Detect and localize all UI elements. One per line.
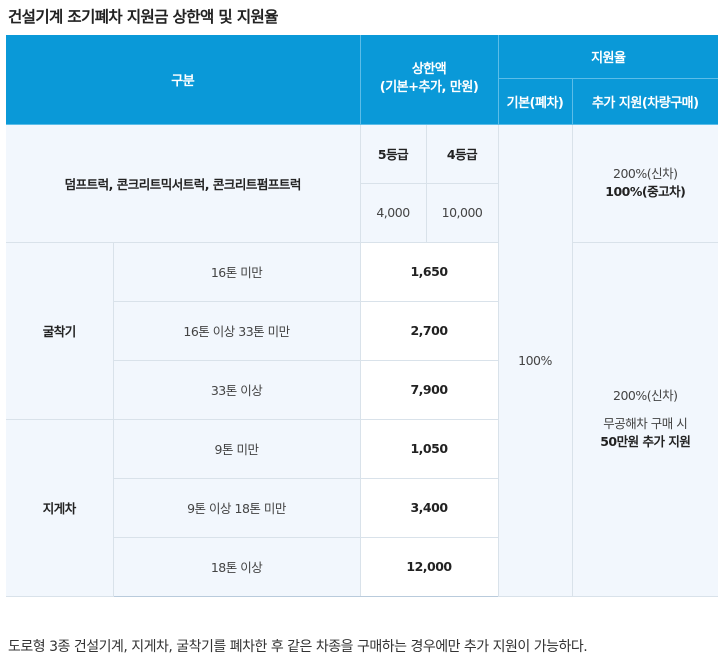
grade4-label: 4등급	[425, 123, 499, 184]
forklift-range: 9톤 이상 18톤 미만	[112, 477, 361, 538]
dump-extra-new: 200%(신차)	[613, 166, 678, 181]
excavator-value: 1,650	[359, 241, 499, 302]
excavator-range: 16톤 이상 33톤 미만	[112, 300, 361, 361]
other-extra-bonus: 50만원 추가 지원	[600, 434, 691, 449]
grade4-value: 10,000	[425, 182, 499, 243]
excavator-label: 굴착기	[6, 241, 114, 420]
header-limit-line1: 상한액	[411, 62, 447, 78]
dump-extra-rate: 200%(신차) 100%(중고차)	[571, 123, 719, 243]
subsidy-table: 구분 상한액 (기본+추가, 만원) 지원율 기본(폐차) 추가 지원(차량구매…	[6, 35, 719, 597]
forklift-value: 3,400	[359, 477, 499, 538]
header-limit: 상한액 (기본+추가, 만원)	[359, 35, 499, 125]
header-rate-basic: 기본(폐차)	[497, 77, 573, 125]
basic-rate: 100%	[497, 123, 573, 597]
footnote: 도로형 3종 건설기계, 지게차, 굴착기를 폐차한 후 같은 차종을 구매하는…	[8, 639, 588, 655]
grade5-value: 4,000	[359, 182, 427, 243]
other-extra-zero-emission: 무공해차 구매 시	[603, 416, 688, 431]
forklift-value: 12,000	[359, 536, 499, 597]
forklift-value: 1,050	[359, 418, 499, 479]
header-category: 구분	[6, 35, 361, 125]
forklift-range: 18톤 이상	[112, 536, 361, 597]
grade5-label: 5등급	[359, 123, 427, 184]
dump-truck-label: 덤프트럭, 콘크리트믹서트럭, 콘크리트펌프트럭	[6, 123, 361, 243]
other-extra-rate: 200%(신차) 무공해차 구매 시 50만원 추가 지원	[571, 241, 719, 597]
forklift-label: 지게차	[6, 418, 114, 597]
header-limit-line2: (기본+추가, 만원)	[379, 80, 479, 96]
forklift-range: 9톤 미만	[112, 418, 361, 479]
excavator-value: 7,900	[359, 359, 499, 420]
table-header: 구분 상한액 (기본+추가, 만원) 지원율 기본(폐차) 추가 지원(차량구매…	[6, 35, 719, 125]
page-title: 건설기계 조기폐차 지원금 상한액 및 지원율	[8, 8, 278, 26]
dump-extra-used: 100%(중고차)	[605, 184, 686, 199]
excavator-range: 16톤 미만	[112, 241, 361, 302]
excavator-value: 2,700	[359, 300, 499, 361]
header-rate: 지원율	[497, 35, 719, 79]
header-rate-extra: 추가 지원(차량구매)	[571, 77, 719, 125]
other-extra-new: 200%(신차)	[613, 388, 678, 403]
excavator-range: 33톤 이상	[112, 359, 361, 420]
